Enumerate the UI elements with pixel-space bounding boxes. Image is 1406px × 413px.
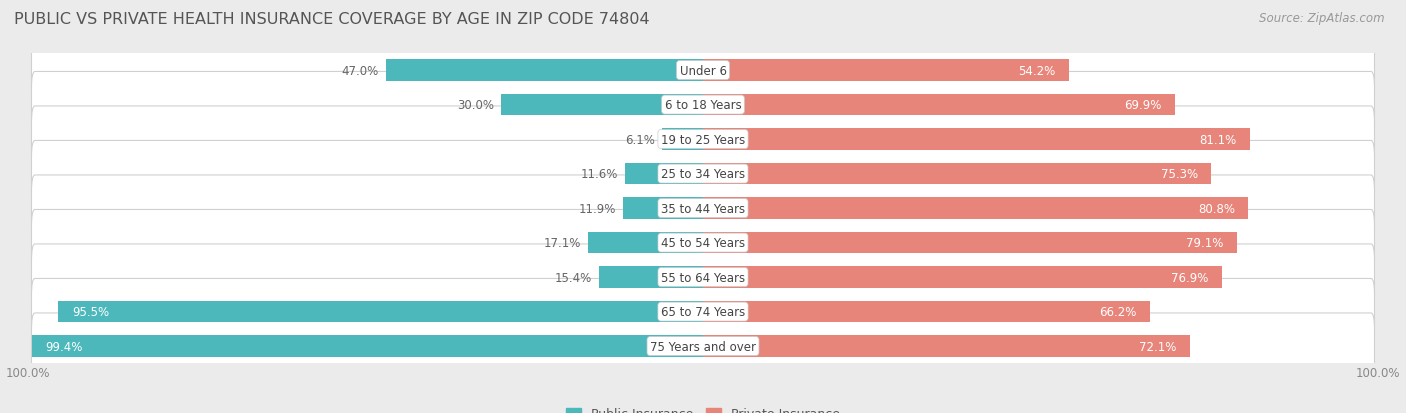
Text: 76.9%: 76.9% [1171,271,1209,284]
Bar [623,198,703,219]
Legend: Public Insurance, Private Insurance: Public Insurance, Private Insurance [561,402,845,413]
Bar [703,60,1069,82]
FancyBboxPatch shape [31,141,1375,207]
FancyBboxPatch shape [31,107,1375,173]
Bar [32,335,703,357]
FancyBboxPatch shape [31,210,1375,276]
Bar [703,301,1150,323]
Bar [703,267,1222,288]
FancyBboxPatch shape [31,244,1375,311]
Bar [703,129,1250,150]
Text: 6 to 18 Years: 6 to 18 Years [665,99,741,112]
Text: 47.0%: 47.0% [342,64,380,77]
Text: 66.2%: 66.2% [1099,305,1136,318]
Text: Source: ZipAtlas.com: Source: ZipAtlas.com [1260,12,1385,25]
Bar [501,95,703,116]
Bar [703,232,1237,254]
Text: 25 to 34 Years: 25 to 34 Years [661,168,745,180]
Bar [703,198,1249,219]
Bar [385,60,703,82]
Bar [662,129,703,150]
FancyBboxPatch shape [31,279,1375,345]
Bar [703,164,1211,185]
Bar [588,232,703,254]
Text: Under 6: Under 6 [679,64,727,77]
Text: 99.4%: 99.4% [45,340,83,353]
Text: 95.5%: 95.5% [72,305,110,318]
Text: 19 to 25 Years: 19 to 25 Years [661,133,745,146]
Text: 72.1%: 72.1% [1139,340,1175,353]
Text: PUBLIC VS PRIVATE HEALTH INSURANCE COVERAGE BY AGE IN ZIP CODE 74804: PUBLIC VS PRIVATE HEALTH INSURANCE COVER… [14,12,650,27]
Bar [703,335,1189,357]
Text: 45 to 54 Years: 45 to 54 Years [661,237,745,249]
FancyBboxPatch shape [31,72,1375,138]
Text: 15.4%: 15.4% [555,271,592,284]
Text: 11.9%: 11.9% [578,202,616,215]
Text: 75 Years and over: 75 Years and over [650,340,756,353]
Text: 80.8%: 80.8% [1198,202,1234,215]
Text: 81.1%: 81.1% [1199,133,1237,146]
FancyBboxPatch shape [31,176,1375,242]
Text: 79.1%: 79.1% [1185,237,1223,249]
Text: 75.3%: 75.3% [1160,168,1198,180]
Text: 6.1%: 6.1% [626,133,655,146]
Bar [59,301,703,323]
Text: 69.9%: 69.9% [1123,99,1161,112]
Bar [703,95,1175,116]
FancyBboxPatch shape [31,313,1375,379]
Bar [624,164,703,185]
FancyBboxPatch shape [31,38,1375,104]
Text: 30.0%: 30.0% [457,99,494,112]
Text: 11.6%: 11.6% [581,168,619,180]
Text: 35 to 44 Years: 35 to 44 Years [661,202,745,215]
Text: 55 to 64 Years: 55 to 64 Years [661,271,745,284]
Text: 17.1%: 17.1% [544,237,581,249]
Text: 65 to 74 Years: 65 to 74 Years [661,305,745,318]
Text: 54.2%: 54.2% [1018,64,1056,77]
Bar [599,267,703,288]
